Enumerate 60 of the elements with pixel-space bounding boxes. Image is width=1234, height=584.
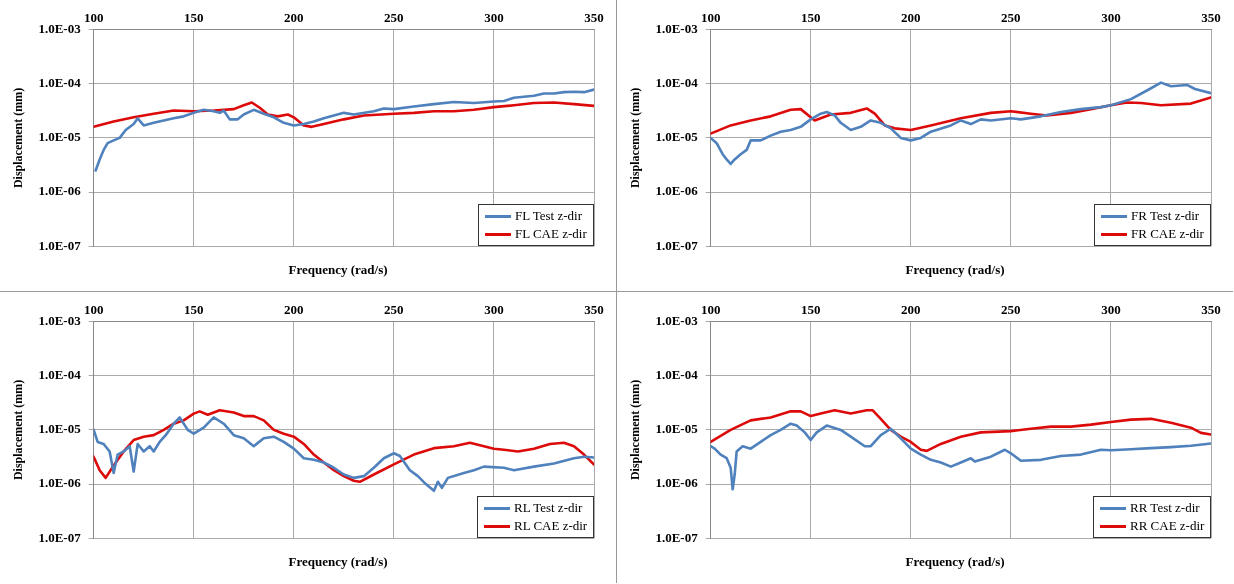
y-tick-label: 1.0E-07	[38, 529, 82, 545]
y-tick-label: 1.0E-03	[655, 20, 699, 36]
y-axis-title: Displacement (mm)	[11, 379, 26, 481]
y-axis-title: Displacement (mm)	[628, 87, 643, 189]
y-tick-label: 1.0E-05	[655, 129, 699, 145]
x-tick-label: 150	[183, 302, 204, 318]
x-tick-label: 250	[384, 10, 404, 26]
x-tick-label: 200	[284, 10, 304, 26]
y-tick-label: 1.0E-03	[38, 312, 82, 328]
x-tick-label: 200	[901, 10, 921, 26]
x-axis-title: Frequency (rad/s)	[287, 262, 389, 278]
x-tick-label: 300	[1101, 302, 1121, 318]
legend-label: RR Test z-dir	[1130, 500, 1200, 517]
x-tick-label: 350	[1201, 10, 1221, 26]
x-tick-label: 150	[183, 10, 204, 26]
x-tick-label: 150	[800, 10, 821, 26]
x-tick-label: 100	[700, 302, 721, 318]
y-tick-label: 1.0E-06	[38, 475, 82, 491]
x-tick-label: 100	[700, 10, 721, 26]
x-tick-label: 250	[1001, 10, 1021, 26]
legend-label: FR Test z-dir	[1131, 208, 1200, 225]
y-tick-label: 1.0E-04	[655, 75, 699, 91]
x-tick-label: 100	[83, 302, 104, 318]
y-tick-label: 1.0E-06	[655, 183, 699, 199]
x-tick-label: 300	[484, 302, 504, 318]
legend-label: RL CAE z-dir	[514, 518, 588, 535]
legend-label: RL Test z-dir	[514, 500, 583, 517]
y-tick-label: 1.0E-04	[655, 367, 699, 383]
y-tick-label: 1.0E-07	[38, 237, 82, 253]
x-tick-label: 350	[584, 10, 604, 26]
x-tick-label: 350	[584, 302, 604, 318]
y-axis-title: Displacement (mm)	[11, 87, 26, 189]
x-tick-label: 250	[384, 302, 404, 318]
y-tick-label: 1.0E-07	[655, 237, 699, 253]
x-tick-label: 150	[800, 302, 821, 318]
y-tick-label: 1.0E-03	[38, 20, 82, 36]
legend-label: RR CAE z-dir	[1130, 518, 1205, 535]
x-axis-title: Frequency (rad/s)	[904, 554, 1006, 570]
legend-label: FR CAE z-dir	[1131, 226, 1204, 243]
y-tick-label: 1.0E-07	[655, 529, 699, 545]
y-tick-label: 1.0E-03	[655, 312, 699, 328]
y-tick-label: 1.0E-04	[38, 75, 82, 91]
y-tick-label: 1.0E-04	[38, 367, 82, 383]
x-tick-label: 250	[1001, 302, 1021, 318]
x-tick-label: 200	[284, 302, 304, 318]
y-tick-label: 1.0E-05	[655, 421, 699, 437]
x-tick-label: 100	[83, 10, 104, 26]
y-tick-label: 1.0E-05	[38, 129, 82, 145]
legend-label: FL Test z-dir	[515, 208, 582, 225]
x-tick-label: 300	[484, 10, 504, 26]
x-tick-label: 200	[901, 302, 921, 318]
y-tick-label: 1.0E-06	[655, 475, 699, 491]
x-axis-title: Frequency (rad/s)	[904, 262, 1006, 278]
x-axis-title: Frequency (rad/s)	[287, 554, 389, 570]
y-tick-label: 1.0E-05	[38, 421, 82, 437]
y-tick-label: 1.0E-06	[38, 183, 82, 199]
y-axis-title: Displacement (mm)	[628, 379, 643, 481]
legend-label: FL CAE z-dir	[515, 226, 587, 243]
x-tick-label: 300	[1101, 10, 1121, 26]
x-tick-label: 350	[1201, 302, 1221, 318]
